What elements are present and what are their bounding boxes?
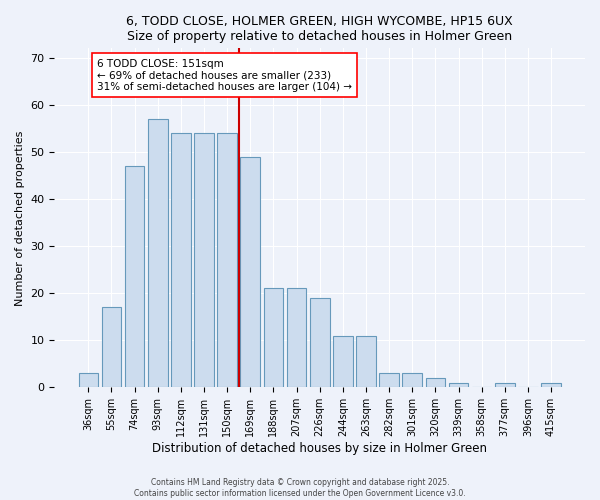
Bar: [79, 373, 98, 388]
Bar: [217, 133, 237, 388]
Bar: [263, 288, 283, 388]
Title: 6, TODD CLOSE, HOLMER GREEN, HIGH WYCOMBE, HP15 6UX
Size of property relative to: 6, TODD CLOSE, HOLMER GREEN, HIGH WYCOMB…: [127, 15, 513, 43]
Bar: [148, 119, 167, 388]
Bar: [287, 288, 307, 388]
Bar: [310, 298, 329, 388]
Text: 6 TODD CLOSE: 151sqm
← 69% of detached houses are smaller (233)
31% of semi-deta: 6 TODD CLOSE: 151sqm ← 69% of detached h…: [97, 58, 352, 92]
Bar: [541, 382, 561, 388]
Bar: [403, 373, 422, 388]
Bar: [333, 336, 353, 388]
Y-axis label: Number of detached properties: Number of detached properties: [15, 130, 25, 306]
Bar: [425, 378, 445, 388]
Bar: [194, 133, 214, 388]
Text: Contains HM Land Registry data © Crown copyright and database right 2025.
Contai: Contains HM Land Registry data © Crown c…: [134, 478, 466, 498]
Bar: [241, 156, 260, 388]
Bar: [379, 373, 399, 388]
Bar: [449, 382, 469, 388]
X-axis label: Distribution of detached houses by size in Holmer Green: Distribution of detached houses by size …: [152, 442, 487, 455]
Bar: [101, 308, 121, 388]
Bar: [125, 166, 145, 388]
Bar: [171, 133, 191, 388]
Bar: [356, 336, 376, 388]
Bar: [495, 382, 515, 388]
